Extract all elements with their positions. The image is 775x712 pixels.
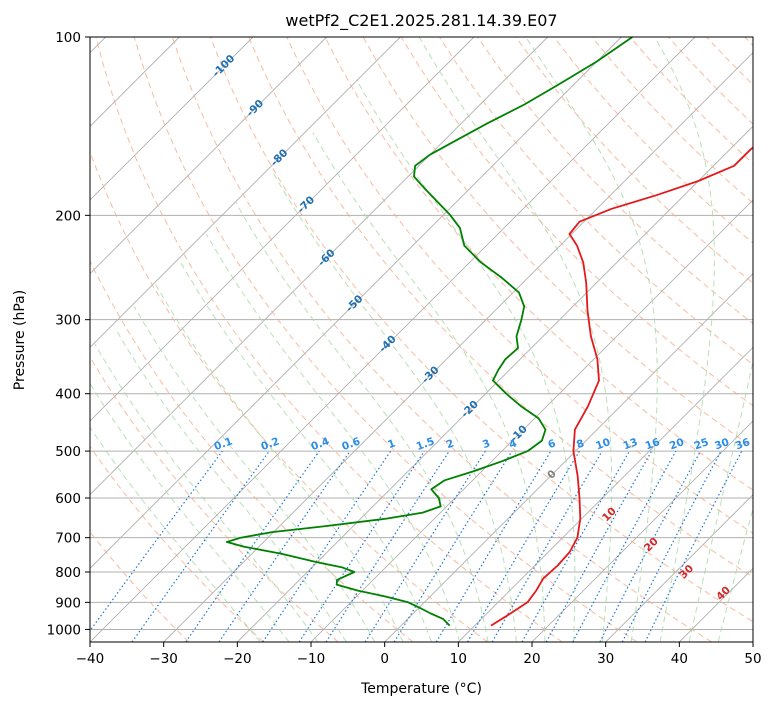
x-tick-label: 20: [523, 651, 540, 667]
y-tick-label: 300: [55, 313, 81, 329]
x-tick-label: 50: [744, 651, 761, 667]
y-tick-label: 500: [55, 444, 81, 460]
chart-title: wetPf2_C2E1.2025.281.14.39.E07: [285, 11, 557, 31]
x-tick-label: 10: [450, 651, 467, 667]
y-tick-label: 100: [55, 30, 81, 46]
y-tick-label: 200: [55, 208, 81, 224]
y-tick-label: 400: [55, 387, 81, 403]
x-tick-label: 40: [671, 651, 688, 667]
x-tick-label: −40: [76, 651, 105, 667]
y-tick-label: 800: [55, 565, 81, 581]
y-tick-label: 600: [55, 491, 81, 507]
isotherm-line: [753, 37, 775, 642]
x-tick-label: 30: [597, 651, 614, 667]
y-tick-label: 1000: [47, 622, 81, 638]
y-tick-label: 900: [55, 595, 81, 611]
x-axis-label: Temperature (°C): [360, 681, 482, 697]
y-axis-label: Pressure (hPa): [12, 290, 28, 390]
x-tick-label: −10: [297, 651, 326, 667]
x-tick-label: −30: [149, 651, 178, 667]
x-tick-label: −20: [223, 651, 252, 667]
y-tick-label: 700: [55, 531, 81, 547]
x-tick-label: 0: [380, 651, 389, 667]
